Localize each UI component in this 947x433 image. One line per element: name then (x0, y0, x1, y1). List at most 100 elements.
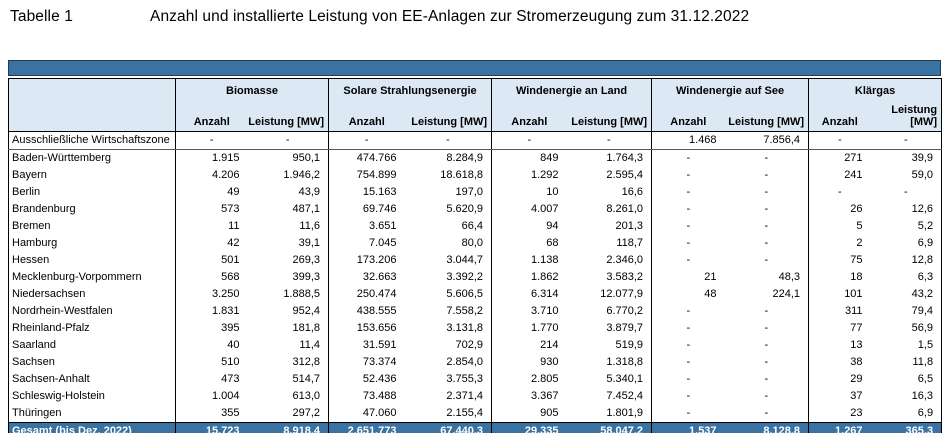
cell-biomasse-leistung: 950,1 (247, 149, 330, 167)
subheader-leistung: Leistung [MW] (724, 103, 810, 132)
cell-biomasse-anzahl: 501 (175, 251, 248, 269)
row-label: Sachsen (8, 353, 176, 371)
cell-klaergas-leistung: 6,5 (870, 370, 942, 388)
cell-solar-leistung: 8.284,9 (404, 149, 493, 167)
row-label: Baden-Württemberg (8, 149, 176, 167)
cell-wind-land-anzahl: 94 (491, 217, 567, 235)
cell-biomasse-anzahl: 49 (175, 183, 248, 201)
cell-solar-anzahl: 73.488 (328, 387, 405, 405)
cell-wind-land-leistung: 8.261,0 (566, 200, 653, 218)
cell-solar-leistung: 80,0 (404, 234, 493, 252)
cell-biomasse-leistung: 312,8 (247, 353, 330, 371)
cell-wind-see-leistung: 224,1 (724, 285, 810, 303)
cell-solar-anzahl: 153.656 (328, 319, 405, 337)
page-title: Anzahl und installierte Leistung von EE-… (150, 8, 750, 25)
cell-solar-leistung: 3.131,8 (404, 319, 493, 337)
cell-wind-land-anzahl: 3.367 (491, 387, 567, 405)
cell-wind-see-leistung: - (724, 387, 810, 405)
cell-biomasse-anzahl: 4.206 (175, 166, 248, 184)
table-row: Niedersachsen 3.250 1.888,5 250.474 5.60… (8, 285, 942, 303)
cell-wind-land-leistung: 2.595,4 (566, 166, 653, 184)
cell-wind-land-anzahl: 10 (491, 183, 567, 201)
cell-biomasse-anzahl: 1.831 (175, 302, 248, 320)
cell-wind-see-anzahl: - (651, 217, 725, 235)
cell-wind-land-anzahl: 6.314 (491, 285, 567, 303)
cell-solar-leistung: 197,0 (404, 183, 493, 201)
table-row: Thüringen 355 297,2 47.060 2.155,4 905 1… (8, 404, 942, 422)
cell-solar-anzahl: - (328, 131, 405, 150)
cell-wind-see-leistung: - (724, 183, 810, 201)
cell-klaergas-anzahl: 2 (808, 234, 871, 252)
table-number-label: Tabelle 1 (10, 8, 73, 25)
cell-biomasse-leistung: 297,2 (247, 404, 330, 422)
cell-biomasse-leistung: - (247, 131, 330, 150)
subheader-leistung: Leistung [MW] (247, 103, 330, 132)
subheader-anzahl: Anzahl (175, 103, 248, 132)
cell-biomasse-leistung: 269,3 (247, 251, 330, 269)
table-body: Ausschließliche Wirtschaftszone - - - - … (8, 131, 942, 422)
cell-wind-land-leistung: 519,9 (566, 336, 653, 354)
cell-wind-land-leistung: - (566, 131, 653, 150)
cell-solar-leistung: 5.620,9 (404, 200, 493, 218)
cell-wind-see-anzahl: - (651, 370, 725, 388)
table-row: Berlin 49 43,9 15.163 197,0 10 16,6 - - … (8, 183, 942, 201)
cell-wind-land-anzahl: 4.007 (491, 200, 567, 218)
table-row: Nordrhein-Westfalen 1.831 952,4 438.555 … (8, 302, 942, 320)
cell-solar-leistung: 3.392,2 (404, 268, 493, 286)
cell-wind-see-leistung: - (724, 319, 810, 337)
cell-wind-see-anzahl: - (651, 166, 725, 184)
table-row: Bremen 11 11,6 3.651 66,4 94 201,3 - - 5… (8, 217, 942, 235)
cell-solar-anzahl: 31.591 (328, 336, 405, 354)
cell-wind-see-anzahl: - (651, 404, 725, 422)
cell-wind-see-anzahl: - (651, 319, 725, 337)
cell-klaergas-leistung: - (870, 131, 942, 150)
cell-wind-land-leistung: 118,7 (566, 234, 653, 252)
table-row: Schleswig-Holstein 1.004 613,0 73.488 2.… (8, 387, 942, 405)
cell-wind-land-anzahl: 930 (491, 353, 567, 371)
cell-klaergas-anzahl: 5 (808, 217, 871, 235)
row-label: Ausschließliche Wirtschaftszone (8, 131, 176, 150)
cell-klaergas-leistung: 59,0 (870, 166, 942, 184)
ee-anlagen-table: Biomasse Solare Strahlungsenergie Winden… (8, 60, 943, 433)
cell-klaergas-leistung: 5,2 (870, 217, 942, 235)
cell-klaergas-anzahl: 37 (808, 387, 871, 405)
cell-wind-land-anzahl: 1.138 (491, 251, 567, 269)
table-row: Saarland 40 11,4 31.591 702,9 214 519,9 … (8, 336, 942, 354)
cell-klaergas-leistung: 39,9 (870, 149, 942, 167)
cell-wind-land-leistung: 3.879,7 (566, 319, 653, 337)
cell-biomasse-leistung: 487,1 (247, 200, 330, 218)
group-header-klaergas: Klärgas (808, 78, 942, 104)
cell-wind-see-leistung: - (724, 302, 810, 320)
total-cell: 2.651.773 (328, 421, 405, 433)
cell-biomasse-leistung: 11,6 (247, 217, 330, 235)
cell-klaergas-leistung: 11,8 (870, 353, 942, 371)
cell-solar-anzahl: 52.436 (328, 370, 405, 388)
cell-wind-see-anzahl: - (651, 234, 725, 252)
group-header-solar: Solare Strahlungsenergie (328, 78, 493, 104)
total-cell: 8.128,8 (724, 421, 810, 433)
cell-solar-leistung: 3.044,7 (404, 251, 493, 269)
cell-klaergas-anzahl: 23 (808, 404, 871, 422)
subheader-anzahl: Anzahl (491, 103, 567, 132)
table-footer: Gesamt (bis Dez. 2022) 15.723 8.918,4 2.… (8, 421, 942, 433)
cell-wind-land-anzahl: 905 (491, 404, 567, 422)
cell-solar-leistung: 2.371,4 (404, 387, 493, 405)
cell-klaergas-anzahl: 18 (808, 268, 871, 286)
cell-klaergas-anzahl: 77 (808, 319, 871, 337)
cell-klaergas-leistung: 1,5 (870, 336, 942, 354)
cell-biomasse-anzahl: 573 (175, 200, 248, 218)
table-row: Sachsen-Anhalt 473 514,7 52.436 3.755,3 … (8, 370, 942, 388)
cell-wind-see-leistung: - (724, 336, 810, 354)
subheader-anzahl: Anzahl (651, 103, 725, 132)
row-label: Rheinland-Pfalz (8, 319, 176, 337)
cell-klaergas-anzahl: 241 (808, 166, 871, 184)
cell-klaergas-leistung: 43,2 (870, 285, 942, 303)
row-label: Bremen (8, 217, 176, 235)
total-cell: 58.047,2 (566, 421, 653, 433)
cell-biomasse-leistung: 181,8 (247, 319, 330, 337)
cell-wind-see-leistung: 48,3 (724, 268, 810, 286)
cell-biomasse-anzahl: 1.004 (175, 387, 248, 405)
cell-klaergas-anzahl: 75 (808, 251, 871, 269)
subheader-leistung: Leistung [MW] (870, 103, 942, 132)
cell-klaergas-leistung: 12,6 (870, 200, 942, 218)
